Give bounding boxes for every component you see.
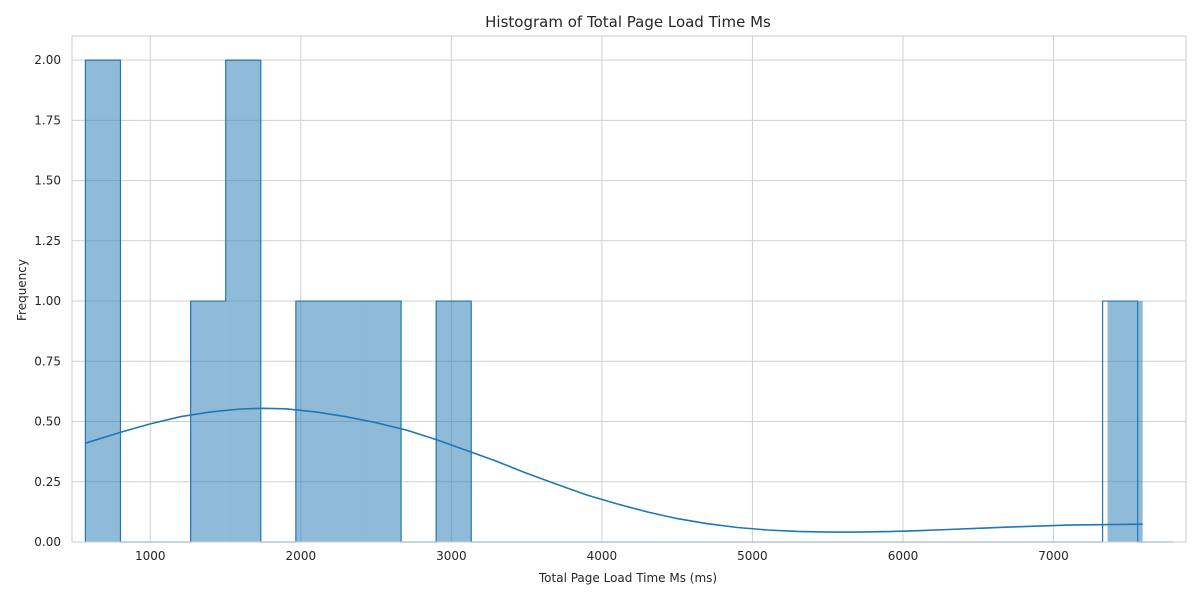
kde-curve [85,407,1143,533]
histogram-bar [190,301,226,542]
x-tick-label: 6000 [888,549,919,563]
x-tick-label: 1000 [135,549,166,563]
histogram-bar [295,301,331,542]
x-axis-label: Total Page Load Time Ms (ms) [538,571,717,585]
y-tick-label: 1.25 [34,234,61,248]
x-tick-label: 7000 [1038,549,1069,563]
x-tick-label: 4000 [587,549,618,563]
x-tick-label: 5000 [737,549,768,563]
y-tick-label: 0.25 [34,475,61,489]
y-tick-label: 0.00 [34,535,61,549]
y-tick-label: 0.75 [34,354,61,368]
x-tick-label: 2000 [286,549,317,563]
histogram-bars [84,59,1173,543]
histogram-bar [1107,301,1143,542]
x-tick-labels: 1000 2000 3000 4000 5000 6000 7000 [135,549,1069,563]
y-tick-label: 1.75 [34,113,61,127]
histogram-bar [85,60,121,542]
kde-curve-group [85,407,1143,533]
chart-title: Histogram of Total Page Load Time Ms [485,13,771,31]
y-tick-label: 2.00 [34,53,61,67]
y-tick-labels: 0.00 0.25 0.50 0.75 1.00 1.25 1.50 1.75 2.00 [34,53,61,549]
histogram-bar [330,301,367,542]
plot-frame [71,35,1187,543]
histogram-bar [436,301,472,542]
y-axis-label: Frequency [15,259,29,321]
histogram-bar [225,60,261,542]
x-tick-label: 3000 [436,549,467,563]
y-tick-label: 0.50 [34,415,61,429]
y-tick-label: 1.00 [34,294,61,308]
y-tick-label: 1.50 [34,174,61,188]
